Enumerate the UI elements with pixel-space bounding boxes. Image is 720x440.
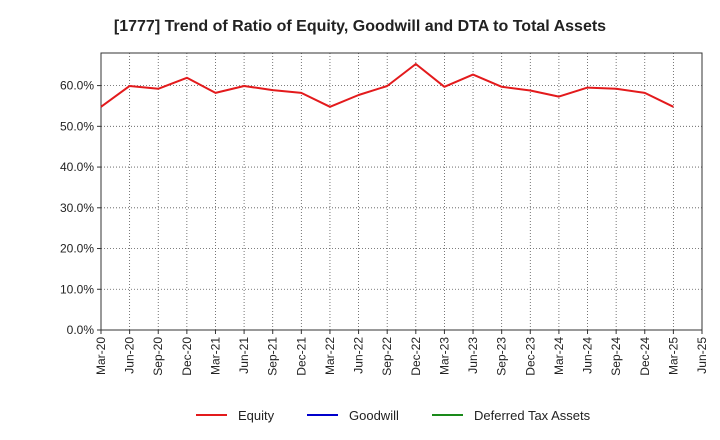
y-tick-label: 60.0% [60, 79, 94, 93]
y-tick-label: 50.0% [60, 119, 94, 133]
y-axis-ticks: 0.0% 10.0% 20.0% 30.0% 40.0% 50.0% 60.0% [60, 79, 101, 337]
x-tick-label: Mar-23 [437, 337, 451, 375]
x-tick-label: Dec-24 [638, 337, 652, 376]
x-tick-label: Mar-24 [552, 337, 566, 375]
x-tick-label: Sep-23 [495, 337, 509, 376]
x-tick-label: Sep-21 [266, 337, 280, 376]
x-tick-label: Jun-21 [237, 337, 251, 374]
x-tick-label: Sep-20 [151, 337, 165, 376]
x-tick-label: Mar-21 [208, 337, 222, 375]
x-tick-label: Sep-24 [609, 337, 623, 376]
y-tick-label: 0.0% [67, 323, 95, 337]
y-tick-label: 40.0% [60, 160, 94, 174]
x-tick-label: Jun-25 [695, 337, 709, 374]
x-tick-label: Dec-20 [180, 337, 194, 376]
series-lines [100, 63, 674, 108]
legend-label: Goodwill [349, 408, 399, 423]
y-tick-label: 10.0% [60, 282, 94, 296]
plot-area [100, 52, 703, 331]
series-line-equity [100, 63, 674, 108]
y-tick-label: 20.0% [60, 242, 94, 256]
chart-title: [1777] Trend of Ratio of Equity, Goodwil… [114, 18, 606, 35]
x-tick-label: Jun-24 [581, 337, 595, 374]
x-tick-label: Jun-22 [352, 337, 366, 374]
x-tick-label: Dec-21 [294, 337, 308, 376]
legend-label: Equity [238, 408, 275, 423]
x-tick-label: Dec-23 [523, 337, 537, 376]
y-tick-label: 30.0% [60, 201, 94, 215]
x-tick-label: Dec-22 [409, 337, 423, 376]
x-tick-label: Jun-23 [466, 337, 480, 374]
x-tick-label: Jun-20 [123, 337, 137, 374]
x-tick-label: Sep-22 [380, 337, 394, 376]
x-tick-label: Mar-22 [323, 337, 337, 375]
x-tick-label: Mar-20 [94, 337, 108, 375]
x-tick-label: Mar-25 [666, 337, 680, 375]
legend: Equity Goodwill Deferred Tax Assets [196, 408, 591, 423]
grid-lines [101, 53, 702, 330]
x-axis-ticks: Mar-20 Jun-20 Sep-20 Dec-20 Mar-21 Jun-21 Sep-… [94, 330, 709, 376]
legend-label: Deferred Tax Assets [474, 408, 591, 423]
